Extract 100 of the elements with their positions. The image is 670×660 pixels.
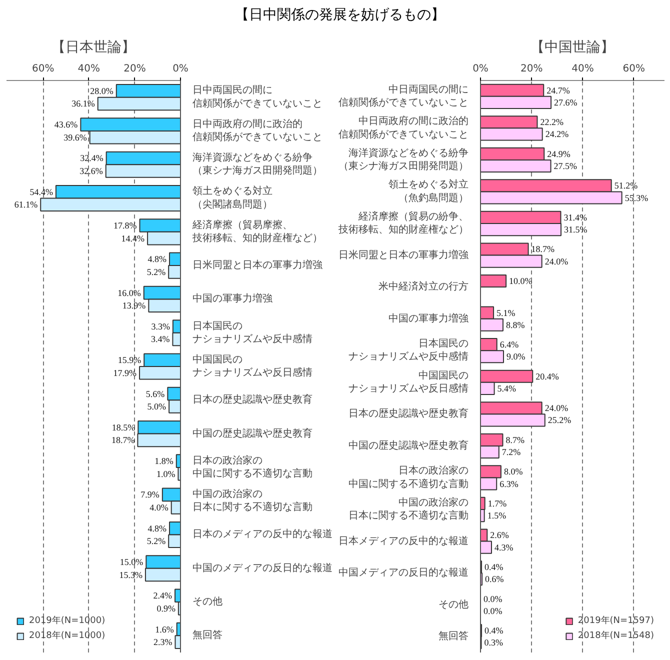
data-label: 28.0%: [90, 86, 114, 96]
data-label: 3.4%: [150, 334, 170, 344]
y-tick-label: 日本国民のナショナリズムや反中感情: [192, 320, 312, 345]
y-tick-label: 日本のメディアの反中的な報道: [192, 528, 332, 540]
data-label: 1.8%: [154, 456, 174, 466]
y-tick-label: 日本の歴史認識や歴史教育: [192, 394, 312, 406]
y-tick-label: 領土をめぐる対立（尖閣諸島問題）: [192, 185, 272, 210]
y-tick-label: 無回答: [438, 630, 468, 642]
data-label: 7.2%: [502, 446, 522, 457]
data-label: 15.0%: [120, 556, 144, 567]
data-label: 24.2%: [545, 129, 570, 140]
y-tick-label: その他: [192, 596, 222, 608]
legend-label: 2019年(N=1597): [578, 614, 654, 627]
data-label: 27.5%: [554, 160, 578, 171]
y-tick-label: 日本の政治家の中国に関する不適切な言動: [192, 454, 312, 480]
data-label: 22.2%: [540, 117, 564, 128]
data-label: 31.5%: [564, 224, 588, 235]
data-label: 36.1%: [72, 98, 96, 109]
data-label: 27.6%: [554, 97, 578, 108]
data-label: 20.4%: [536, 371, 560, 382]
data-label: 5.4%: [497, 383, 517, 394]
x-tick-label: 0%: [172, 64, 188, 74]
data-label: 0.6%: [485, 574, 504, 584]
legend-label: 2018年(N=1548): [578, 630, 654, 642]
y-tick-label: 日本の政治家の中国に関する不適切な言動: [348, 464, 468, 490]
data-label: 24.0%: [544, 403, 569, 414]
y-tick-label: 領土をめぐる対立（魚釣島問題）: [388, 178, 468, 204]
x-tick-label: 60%: [32, 64, 54, 74]
data-label: 0.0%: [484, 594, 503, 604]
data-label: 24.0%: [544, 256, 569, 266]
data-label: 9.0%: [506, 352, 526, 362]
data-label: 0.0%: [484, 606, 503, 616]
data-label: 8.7%: [506, 434, 525, 445]
text: 【日中関係の発展を妨げるもの】: [235, 6, 445, 25]
data-label: 6.4%: [500, 340, 520, 350]
data-label: 8.0%: [504, 466, 524, 477]
data-label: 32.4%: [80, 153, 104, 164]
x-tick-label: 0%: [472, 64, 488, 74]
data-label: 5.0%: [147, 402, 167, 412]
data-label: 16.0%: [118, 288, 142, 298]
data-label: 2.4%: [153, 590, 173, 601]
data-label: 18.7%: [531, 244, 556, 254]
y-tick-label: 中国メディアの反日的な報道: [338, 566, 468, 579]
data-label: 2.3%: [153, 637, 173, 648]
data-label: 54.4%: [30, 186, 54, 197]
data-label: 31.4%: [564, 212, 588, 222]
data-label: 4.0%: [150, 502, 169, 512]
y-tick-label: 海洋資源などをめぐる紛争（東シナ海ガス田開発問題）: [338, 146, 468, 172]
y-tick-label: 無回答: [192, 629, 222, 642]
data-label: 25.2%: [548, 415, 572, 426]
x-tick-label: 40%: [572, 64, 594, 74]
data-label: 1.7%: [488, 498, 508, 508]
y-tick-label: 中日両国民の間に信頼関係ができていないこと: [338, 83, 468, 108]
data-label: 4.8%: [148, 254, 168, 264]
y-tick-label: 日中両国民の間に信頼関係ができていないこと: [192, 84, 322, 110]
data-label: 15.3%: [119, 570, 143, 580]
data-label: 51.2%: [614, 180, 638, 191]
y-tick-label: 日本の歴史認識や歴史教育: [348, 408, 468, 420]
data-label: 43.6%: [54, 120, 78, 130]
data-label: 18.7%: [111, 435, 136, 446]
data-label: 55.3%: [624, 192, 649, 203]
x-tick-label: 40%: [78, 64, 100, 74]
y-tick-label: 中国の政治家の日本に関する不適切な言動: [348, 496, 468, 522]
data-label: 13.9%: [122, 300, 146, 311]
data-label: 0.9%: [156, 603, 176, 614]
data-label: 17.9%: [113, 368, 138, 378]
data-label: 1.5%: [487, 510, 507, 521]
legend-label: 2019年(N=1000): [29, 614, 106, 627]
data-label: 1.6%: [155, 624, 174, 634]
data-label: 10.0%: [509, 276, 533, 286]
data-label: 17.8%: [114, 220, 138, 231]
data-label: 7.9%: [140, 490, 160, 500]
y-tick-label: 日米同盟と日本の軍事力増強: [192, 259, 322, 272]
data-label: 4.8%: [148, 523, 168, 534]
y-tick-label: 中日両政府の間に政治的信頼関係ができていないこと: [338, 115, 468, 140]
y-tick-label: 中国の歴史認識や歴史教育: [348, 439, 468, 452]
data-label: 5.6%: [146, 388, 166, 399]
data-label: 2.6%: [490, 530, 510, 540]
y-tick-label: その他: [438, 598, 468, 610]
y-tick-label: 中国の軍事力増強: [388, 312, 468, 324]
y-tick-label: 中国の軍事力増強: [192, 292, 272, 305]
y-tick-label: 米中経済対立の行方: [378, 280, 468, 293]
legend-label: 2018年(N=1000): [29, 630, 106, 642]
data-label: 0.4%: [484, 562, 504, 572]
data-label: 0.4%: [484, 626, 504, 636]
data-label: 18.5%: [112, 422, 136, 432]
data-label: 14.4%: [121, 233, 146, 244]
y-tick-label: 海洋資源などをめぐる紛争（東シナ海ガス田開発問題）: [192, 152, 322, 177]
data-label: 32.6%: [80, 166, 104, 176]
data-label: 5.2%: [146, 266, 166, 277]
data-label: 39.6%: [64, 132, 88, 142]
data-label: 24.7%: [546, 85, 570, 96]
y-tick-label: 中国国民のナショナリズムや反日感情: [348, 369, 468, 394]
y-tick-label: 日中両政府の間に政治的信頼関係ができていないこと: [192, 118, 322, 144]
y-tick-label: 中国の歴史認識や歴史教育: [192, 427, 312, 440]
y-tick-label: 中国国民のナショナリズムや反日感情: [192, 353, 312, 379]
data-label: 15.9%: [118, 355, 142, 366]
y-tick-label: 中国の政治家の日本に関する不適切な言動: [192, 488, 312, 514]
y-tick-label: 日米同盟と日本の軍事力増強: [338, 248, 468, 261]
data-label: 1.0%: [156, 468, 176, 479]
